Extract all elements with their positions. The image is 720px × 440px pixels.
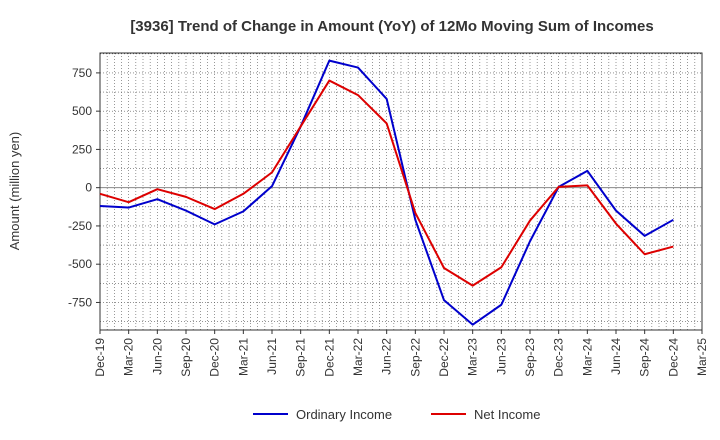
x-tick-label: Sep-24 bbox=[638, 338, 652, 377]
y-tick-label: 0 bbox=[85, 181, 92, 195]
x-tick-label: Jun-24 bbox=[609, 338, 623, 375]
y-tick-label: 500 bbox=[72, 104, 92, 118]
x-tick-label: Sep-22 bbox=[408, 338, 422, 377]
x-tick-label: Jun-20 bbox=[150, 338, 164, 375]
series-line-ordinary-income bbox=[99, 59, 674, 326]
chart-title: [3936] Trend of Change in Amount (YoY) o… bbox=[130, 18, 653, 35]
x-tick-label: Sep-23 bbox=[523, 338, 537, 377]
plot-frame bbox=[99, 52, 703, 331]
x-tick-label: Dec-21 bbox=[322, 338, 336, 377]
gridlines bbox=[99, 53, 702, 330]
x-tick-label: Dec-22 bbox=[437, 338, 451, 377]
x-tick-label: Mar-20 bbox=[122, 338, 136, 376]
x-tick-label: Sep-21 bbox=[294, 338, 308, 377]
y-tick-label: -250 bbox=[68, 219, 92, 233]
legend-label-ordinary-income: Ordinary Income bbox=[296, 407, 392, 422]
y-axis-label: Amount (million yen) bbox=[7, 132, 22, 251]
x-tick-label: Mar-23 bbox=[466, 338, 480, 376]
x-tick-label: Mar-24 bbox=[580, 338, 594, 376]
y-tick-label: 250 bbox=[72, 142, 92, 156]
x-tick-label: Mar-22 bbox=[351, 338, 365, 376]
series-line-net-income bbox=[99, 79, 674, 287]
axes bbox=[96, 52, 703, 334]
x-tick-label: Dec-23 bbox=[552, 338, 566, 377]
x-tick-labels: Dec-19 Mar-20 Jun-20 Sep-20 Dec-20 Mar-21 Jun-… bbox=[93, 338, 709, 377]
x-tick-label: Mar-25 bbox=[695, 338, 709, 376]
x-tick-label: Dec-24 bbox=[666, 338, 680, 377]
x-tick-label: Jun-21 bbox=[265, 338, 279, 375]
y-tick-label: -500 bbox=[68, 257, 92, 271]
x-tick-label: Jun-22 bbox=[380, 338, 394, 375]
y-tick-label: -750 bbox=[68, 295, 92, 309]
x-tick-label: Dec-20 bbox=[208, 338, 222, 377]
legend: Ordinary Income Net Income bbox=[253, 407, 540, 422]
y-tick-labels: -750 -500 -250 0 250 500 750 bbox=[68, 66, 92, 310]
y-tick-label: 750 bbox=[72, 66, 92, 80]
series-lines bbox=[99, 59, 674, 326]
x-tick-label: Mar-21 bbox=[236, 338, 250, 376]
x-tick-label: Jun-23 bbox=[494, 338, 508, 375]
x-tick-label: Dec-19 bbox=[93, 338, 107, 377]
legend-label-net-income: Net Income bbox=[474, 407, 540, 422]
x-tick-label: Sep-20 bbox=[179, 338, 193, 377]
